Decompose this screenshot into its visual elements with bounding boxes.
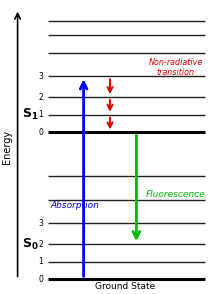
Text: 2: 2: [38, 93, 43, 101]
Text: 3: 3: [38, 219, 43, 228]
Text: $\mathbf{S_1}$: $\mathbf{S_1}$: [22, 107, 39, 122]
Text: 3: 3: [38, 72, 43, 81]
Text: 1: 1: [38, 257, 43, 266]
Text: Absorption: Absorption: [50, 201, 99, 210]
Text: Non-radiative
transition: Non-radiative transition: [149, 58, 203, 77]
Text: 0: 0: [38, 275, 43, 284]
Text: 1: 1: [38, 110, 43, 119]
Text: Ground State: Ground State: [95, 282, 156, 291]
Text: Energy: Energy: [2, 130, 12, 164]
Text: 0: 0: [38, 128, 43, 137]
Text: $\mathbf{S_0}$: $\mathbf{S_0}$: [22, 236, 39, 252]
Text: Fluorescence: Fluorescence: [146, 190, 206, 198]
Text: 2: 2: [38, 240, 43, 248]
